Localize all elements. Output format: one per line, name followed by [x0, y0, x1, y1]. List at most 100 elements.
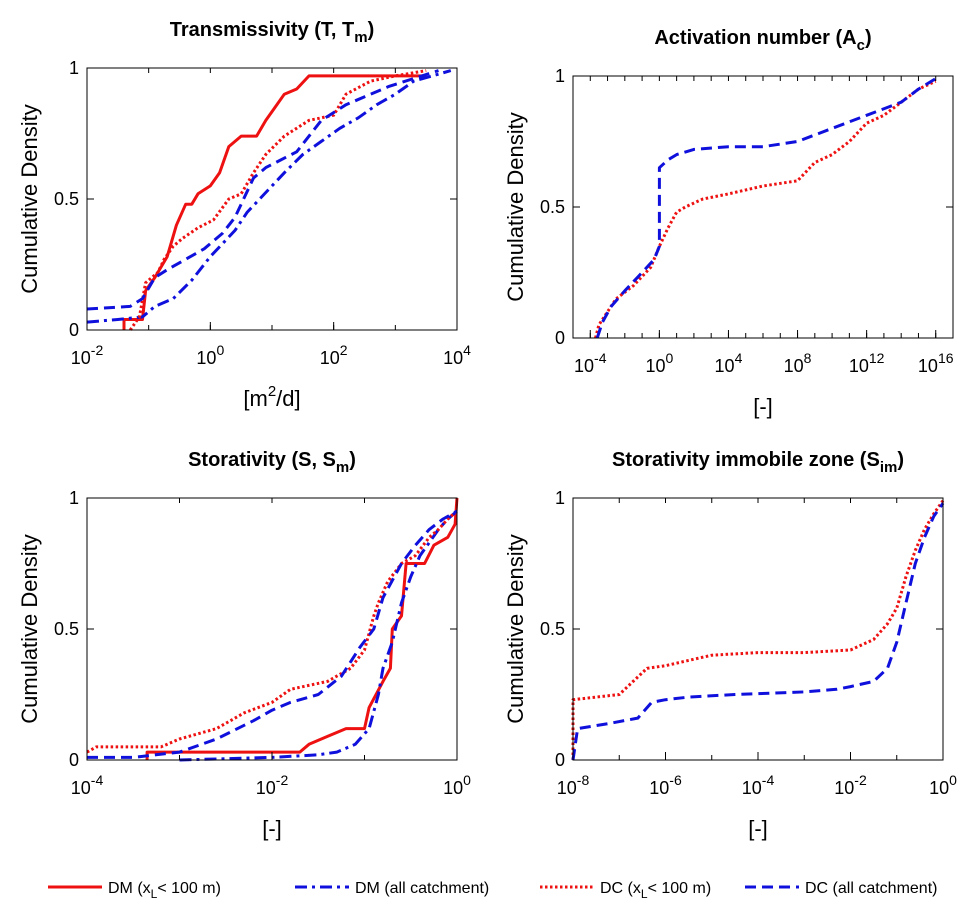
x-tick-exponent: -2 — [91, 342, 104, 358]
legend: DM (xL< 100 m) DM (all catchment) DC (xL< … — [48, 880, 937, 901]
x-tick-exponent: -4 — [594, 350, 607, 366]
x-axis-label-sup: 2 — [268, 383, 276, 400]
legend-label: DC (xL< 100 m) — [600, 880, 711, 901]
y-axis-label: Cumulative Density — [503, 112, 528, 302]
x-tick-label: 1016 — [918, 350, 954, 376]
x-tick-label: 10-6 — [649, 772, 682, 798]
series-line-dotted — [128, 69, 427, 331]
x-tick-exponent: 0 — [216, 342, 224, 358]
x-tick-base: 10 — [918, 356, 938, 376]
chart-title-main: Storativity (S, S — [188, 449, 336, 471]
series-line-dotted — [594, 79, 937, 339]
x-axis-label: [m2/d] — [243, 383, 300, 411]
y-tick-label: 0.5 — [540, 619, 565, 639]
y-axis-label: Cumulative Density — [503, 534, 528, 724]
x-axis-label-main: [-] — [753, 394, 773, 419]
x-tick-exponent: -4 — [91, 772, 104, 788]
x-tick-label: 10-8 — [557, 772, 590, 798]
legend-label-sub: L — [641, 887, 648, 901]
x-axis-label-main: [-] — [262, 816, 282, 841]
x-tick-label: 104 — [715, 350, 743, 376]
series-line-solid — [145, 497, 459, 760]
legend-label: DM (xL< 100 m) — [108, 880, 221, 901]
x-tick-exponent: 0 — [665, 350, 673, 366]
x-tick-exponent: 8 — [804, 350, 812, 366]
x-tick-base: 10 — [834, 778, 854, 798]
series-line-dashdot — [179, 509, 458, 762]
legend-item-3: DC (xL< 100 m) — [540, 880, 711, 901]
x-tick-base: 10 — [574, 356, 594, 376]
x-tick-exponent: -6 — [669, 772, 682, 788]
legend-item-4: DC (all catchment) — [745, 880, 937, 897]
y-tick-label: 0.5 — [540, 197, 565, 217]
legend-label-sub: L — [151, 887, 158, 901]
x-tick-label: 108 — [784, 350, 812, 376]
chart-title-post: ) — [368, 19, 375, 41]
x-tick-exponent: 12 — [869, 350, 885, 366]
x-tick-base: 10 — [443, 348, 463, 368]
chart-title-sub: m — [354, 29, 367, 46]
x-tick-base: 10 — [742, 778, 762, 798]
x-tick-label: 10-2 — [834, 772, 867, 798]
y-tick-label: 0 — [69, 750, 79, 770]
chart-title: Transmissivity (T, Tm) — [170, 19, 375, 46]
plot-frame — [86, 67, 458, 331]
legend-label-main: DC (x — [600, 880, 641, 897]
chart-title: Activation number (Ac) — [654, 27, 871, 54]
x-tick-label: 1012 — [849, 350, 885, 376]
x-tick-base: 10 — [320, 348, 340, 368]
series-line-solid — [122, 74, 427, 330]
x-axis-label: [-] — [262, 816, 282, 841]
chart-title: Storativity (S, Sm) — [188, 449, 356, 476]
y-tick-label: 0 — [555, 750, 565, 770]
x-tick-label: 100 — [443, 772, 471, 798]
x-tick-base: 10 — [196, 348, 216, 368]
x-tick-label: 100 — [196, 342, 224, 368]
y-tick-label: 1 — [69, 488, 79, 508]
y-tick-label: 0 — [555, 328, 565, 348]
series-line-dashed — [87, 509, 458, 759]
x-tick-label: 104 — [443, 342, 471, 368]
x-tick-label: 102 — [320, 342, 348, 368]
x-tick-exponent: 2 — [340, 342, 348, 358]
plot-frame — [572, 497, 944, 761]
x-tick-exponent: 16 — [938, 350, 954, 366]
legend-item-1: DM (xL< 100 m) — [48, 880, 221, 901]
x-tick-base: 10 — [71, 348, 91, 368]
series-line-dotted — [86, 509, 458, 754]
x-tick-base: 10 — [649, 778, 669, 798]
legend-item-2: DM (all catchment) — [295, 880, 489, 897]
x-tick-label: 10-4 — [742, 772, 775, 798]
plot-frame — [86, 497, 458, 761]
legend-label-main: DM (all catchment) — [355, 880, 489, 897]
x-tick-exponent: 0 — [463, 772, 471, 788]
x-tick-label: 10-4 — [71, 772, 104, 798]
x-tick-exponent: -8 — [577, 772, 590, 788]
y-tick-label: 1 — [555, 66, 565, 86]
x-tick-label: 10-4 — [574, 350, 607, 376]
chart-title-main: Transmissivity (T, T — [170, 19, 355, 41]
x-tick-base: 10 — [645, 356, 665, 376]
x-axis-label-main: [-] — [748, 816, 768, 841]
x-axis-label: [-] — [753, 394, 773, 419]
y-axis-label: Cumulative Density — [17, 534, 42, 724]
chart-title-sub: im — [880, 459, 898, 476]
chart-title-main: Storativity immobile zone (S — [612, 449, 880, 471]
x-tick-base: 10 — [784, 356, 804, 376]
x-tick-base: 10 — [849, 356, 869, 376]
y-axis-label: Cumulative Density — [17, 104, 42, 294]
x-tick-exponent: -4 — [762, 772, 775, 788]
series-line-dashdot — [86, 69, 452, 324]
chart-title-post: ) — [349, 449, 356, 471]
legend-label: DC (all catchment) — [805, 880, 937, 897]
chart-title-sub: c — [857, 37, 865, 54]
chart-title-post: ) — [865, 27, 872, 49]
series-line-dotted — [571, 499, 945, 760]
legend-label-main: DC (all catchment) — [805, 880, 937, 897]
x-axis-label-post: /d] — [276, 386, 300, 411]
